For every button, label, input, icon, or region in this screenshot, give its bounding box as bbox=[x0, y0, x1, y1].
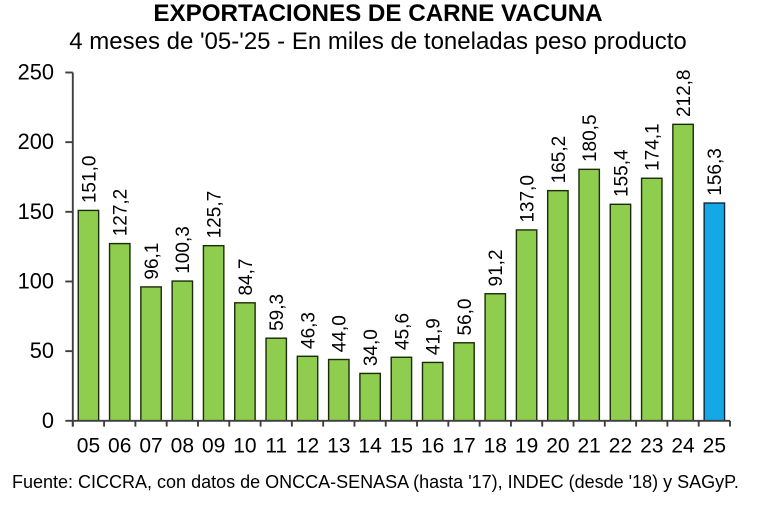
svg-text:150: 150 bbox=[18, 199, 54, 224]
svg-text:91,2: 91,2 bbox=[486, 249, 507, 286]
svg-text:09: 09 bbox=[202, 435, 225, 458]
svg-text:125,7: 125,7 bbox=[205, 191, 226, 239]
svg-text:250: 250 bbox=[18, 60, 54, 85]
svg-text:17: 17 bbox=[452, 435, 475, 458]
svg-text:05: 05 bbox=[77, 435, 100, 458]
svg-text:11: 11 bbox=[265, 435, 287, 458]
svg-text:15: 15 bbox=[390, 435, 413, 458]
svg-text:156,3: 156,3 bbox=[705, 148, 726, 196]
svg-text:18: 18 bbox=[484, 435, 507, 458]
svg-text:165,2: 165,2 bbox=[549, 136, 570, 184]
svg-text:96,1: 96,1 bbox=[142, 243, 163, 280]
svg-text:10: 10 bbox=[233, 435, 256, 458]
svg-text:20: 20 bbox=[546, 435, 569, 458]
svg-text:23: 23 bbox=[640, 435, 663, 458]
svg-text:24: 24 bbox=[671, 435, 695, 458]
svg-text:44,0: 44,0 bbox=[330, 315, 351, 352]
svg-text:50: 50 bbox=[30, 338, 54, 363]
svg-text:0: 0 bbox=[42, 408, 54, 433]
svg-text:25: 25 bbox=[703, 435, 726, 458]
svg-text:19: 19 bbox=[515, 435, 538, 458]
svg-text:45,6: 45,6 bbox=[392, 313, 413, 350]
svg-text:100: 100 bbox=[18, 268, 54, 293]
svg-text:13: 13 bbox=[327, 435, 350, 458]
svg-text:34,0: 34,0 bbox=[361, 329, 382, 366]
svg-text:41,9: 41,9 bbox=[424, 318, 445, 355]
svg-text:180,5: 180,5 bbox=[580, 114, 601, 162]
svg-text:84,7: 84,7 bbox=[236, 259, 257, 296]
svg-text:16: 16 bbox=[421, 435, 444, 458]
svg-text:155,4: 155,4 bbox=[611, 149, 632, 197]
svg-text:46,3: 46,3 bbox=[298, 312, 319, 349]
svg-text:14: 14 bbox=[358, 435, 382, 458]
svg-text:151,0: 151,0 bbox=[79, 156, 100, 204]
svg-text:06: 06 bbox=[108, 435, 131, 458]
svg-text:22: 22 bbox=[609, 435, 632, 458]
svg-text:137,0: 137,0 bbox=[517, 175, 538, 223]
svg-text:212,8: 212,8 bbox=[674, 69, 695, 117]
svg-text:200: 200 bbox=[18, 129, 54, 154]
svg-text:174,1: 174,1 bbox=[643, 123, 664, 171]
svg-text:08: 08 bbox=[171, 435, 194, 458]
svg-text:56,0: 56,0 bbox=[455, 298, 476, 335]
svg-text:59,3: 59,3 bbox=[267, 294, 288, 331]
svg-text:12: 12 bbox=[296, 435, 319, 458]
svg-text:07: 07 bbox=[139, 435, 162, 458]
svg-text:21: 21 bbox=[577, 435, 600, 458]
svg-text:100,3: 100,3 bbox=[173, 226, 194, 274]
svg-text:127,2: 127,2 bbox=[111, 189, 132, 237]
